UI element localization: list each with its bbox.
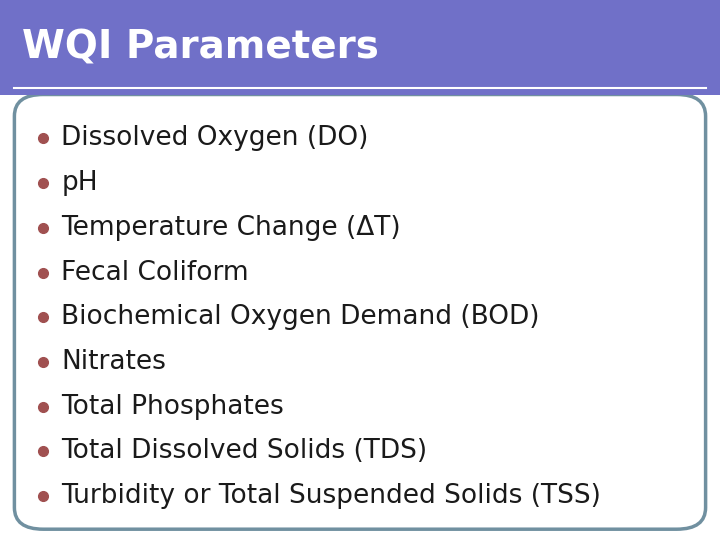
- Text: Turbidity or Total Suspended Solids (TSS): Turbidity or Total Suspended Solids (TSS…: [61, 483, 601, 509]
- Text: Biochemical Oxygen Demand (BOD): Biochemical Oxygen Demand (BOD): [61, 304, 540, 330]
- Text: WQI Parameters: WQI Parameters: [22, 28, 379, 66]
- FancyBboxPatch shape: [0, 0, 720, 94]
- FancyBboxPatch shape: [14, 94, 706, 529]
- Text: Fecal Coliform: Fecal Coliform: [61, 260, 249, 286]
- Text: Nitrates: Nitrates: [61, 349, 166, 375]
- Text: Temperature Change (ΔT): Temperature Change (ΔT): [61, 215, 401, 241]
- Text: Dissolved Oxygen (DO): Dissolved Oxygen (DO): [61, 125, 369, 151]
- Text: Total Dissolved Solids (TDS): Total Dissolved Solids (TDS): [61, 438, 428, 464]
- Text: Total Phosphates: Total Phosphates: [61, 394, 284, 420]
- Text: pH: pH: [61, 170, 98, 196]
